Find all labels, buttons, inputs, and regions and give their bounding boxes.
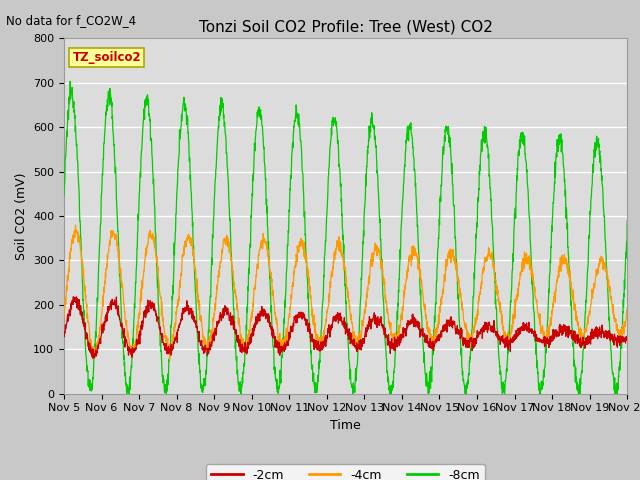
Legend: -2cm, -4cm, -8cm: -2cm, -4cm, -8cm (207, 464, 484, 480)
Title: Tonzi Soil CO2 Profile: Tree (West) CO2: Tonzi Soil CO2 Profile: Tree (West) CO2 (198, 20, 493, 35)
Text: TZ_soilco2: TZ_soilco2 (72, 51, 141, 64)
X-axis label: Time: Time (330, 419, 361, 432)
Text: No data for f_CO2W_4: No data for f_CO2W_4 (6, 14, 136, 27)
Y-axis label: Soil CO2 (mV): Soil CO2 (mV) (15, 172, 28, 260)
